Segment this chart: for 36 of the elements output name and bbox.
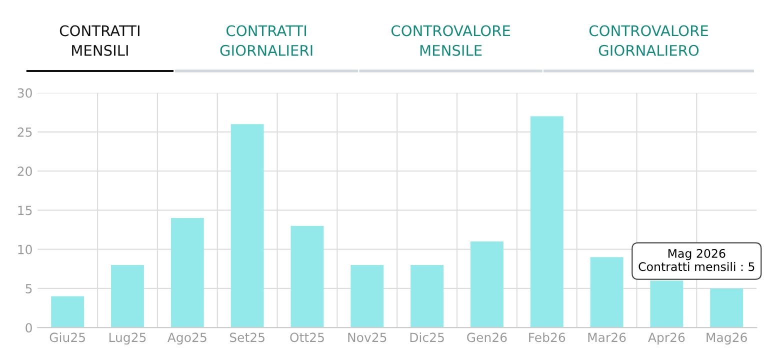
bar — [111, 264, 144, 328]
y-tick-label: 25 — [18, 127, 32, 137]
text: CONTROVALORE MENSILE — [391, 25, 510, 56]
text: CONTRATTI GIORNALIERI — [220, 25, 312, 56]
bar — [350, 264, 384, 328]
x-tick-label: Nov25 — [348, 332, 386, 342]
text: CONTROVALORE GIORNALIERO — [589, 25, 708, 56]
x-tick-label: Dic25 — [410, 332, 444, 342]
x-tick-label: Set25 — [230, 332, 264, 342]
bar — [590, 257, 624, 328]
y-tick-label: 20 — [18, 166, 32, 176]
annotation: Mag 2026 Contratti mensili : 5 — [638, 248, 754, 272]
x-tick-label: Mar26 — [588, 332, 626, 342]
x-tick-label: Mag26 — [706, 332, 747, 345]
x-tick-label: Giu25 — [50, 332, 85, 342]
y-tick-label: 0 — [26, 323, 32, 333]
x-tick-label: Lug25 — [109, 332, 146, 345]
y-tick-label: 10 — [18, 244, 32, 254]
x-tick-label: Feb26 — [529, 332, 566, 342]
bar — [650, 280, 684, 328]
x-tick-label: Gen26 — [467, 332, 507, 342]
bar — [170, 218, 204, 328]
y-tick-label: 15 — [18, 206, 32, 216]
bar — [470, 242, 504, 328]
bar — [710, 288, 744, 328]
text: CONTRATTI MENSILI — [60, 25, 140, 56]
x-tick-label: Ago25 — [167, 332, 206, 345]
bar — [51, 296, 84, 328]
bar — [410, 264, 444, 328]
y-tick-label: 5 — [26, 284, 32, 294]
x-tick-label: Ott25 — [290, 332, 324, 342]
bar — [530, 116, 564, 328]
bar — [290, 226, 324, 328]
y-tick-label: 30 — [18, 88, 32, 98]
x-tick-label: Apr26 — [648, 332, 685, 345]
bar — [230, 124, 264, 328]
